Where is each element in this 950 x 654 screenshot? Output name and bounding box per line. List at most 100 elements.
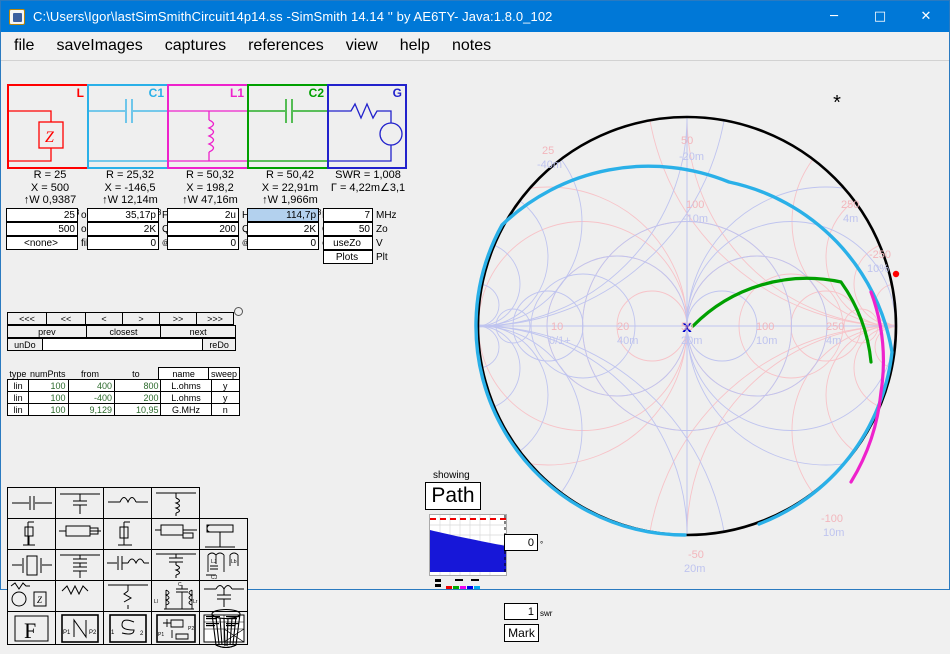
load-r-input[interactable]: 25: [6, 208, 78, 222]
table-row[interactable]: lin 100 -400 200 L.ohms y: [7, 391, 241, 404]
menu-item-file[interactable]: file: [14, 37, 35, 54]
redo-button[interactable]: reDo: [202, 338, 236, 351]
g-label-4m: 4m: [826, 335, 841, 347]
generator-mhz-unit: MHz: [376, 209, 397, 221]
load-point: [892, 270, 900, 278]
palette-series-resistor[interactable]: [55, 580, 104, 612]
palette-series-transmission-line-2[interactable]: [151, 518, 200, 550]
l1-h-input[interactable]: 2u: [167, 208, 239, 222]
l1-q-input[interactable]: 200: [167, 222, 239, 236]
palette-shunt-stub-alt[interactable]: [103, 518, 152, 550]
menu-item-view[interactable]: view: [345, 37, 378, 54]
r-label-250: 250: [826, 321, 844, 333]
mark-button[interactable]: Mark: [504, 624, 539, 642]
nav-fwd-fast-button[interactable]: >>: [159, 312, 197, 325]
sweep-flag-2[interactable]: n: [210, 403, 241, 416]
undo-button[interactable]: unDo: [7, 338, 43, 351]
load-x-input[interactable]: 500: [6, 222, 78, 236]
generator-plt-unit: Plt: [376, 251, 388, 263]
usezo-button[interactable]: useZo: [323, 236, 373, 250]
circuit-block-c2[interactable]: C2: [247, 84, 329, 169]
path-button[interactable]: Path: [425, 482, 481, 510]
palette-row-4: Z C Ll Lr: [7, 580, 248, 612]
circuit-strip: L Z C1: [7, 84, 407, 169]
nav-closest-button[interactable]: closest: [85, 325, 162, 338]
palette-F-block[interactable]: F: [7, 611, 56, 645]
palette-shunt-inductor[interactable]: [151, 487, 200, 519]
sweep-name-2[interactable]: G.MHz: [160, 403, 212, 416]
palette-coax-line[interactable]: [199, 518, 248, 550]
table-row[interactable]: lin 100 9,129 10,95 G.MHz n: [7, 403, 241, 416]
close-button[interactable]: ✕: [920, 9, 932, 24]
smith-outer-circle: [476, 115, 898, 537]
nav-back-fast-button[interactable]: <<: [46, 312, 86, 325]
palette-series-transmission-line[interactable]: [55, 518, 104, 550]
mark-angle-field[interactable]: 0: [504, 534, 538, 551]
palette-tank-c-ll-lr[interactable]: C Ll Lr: [151, 580, 200, 612]
sweep-numpnts-2[interactable]: 100: [28, 403, 69, 416]
c1-atmhz-input[interactable]: 0: [87, 236, 159, 250]
mini-plot[interactable]: [429, 514, 507, 576]
load-file-input[interactable]: <none>: [6, 236, 78, 250]
palette-shunt-lc[interactable]: [151, 549, 200, 581]
sweep-table-header: type numPnts from to name sweep: [7, 367, 240, 380]
nav-prev-button[interactable]: prev: [7, 325, 87, 338]
nav-next-button[interactable]: next: [160, 325, 236, 338]
c2-f-input[interactable]: 114,7p: [247, 208, 319, 222]
c2-q-input[interactable]: 2K: [247, 222, 319, 236]
minimize-button[interactable]: ─: [830, 9, 838, 24]
palette-network-block[interactable]: P1 P2: [151, 611, 200, 645]
palette-transformer-LaLb[interactable]: LJ Lb CJ: [199, 549, 248, 581]
generator-mhz-input[interactable]: 7: [323, 208, 373, 222]
palette-series-lc[interactable]: [103, 549, 152, 581]
sweep-type-2[interactable]: lin: [7, 403, 30, 416]
c2-atmhz-input[interactable]: 0: [247, 236, 319, 250]
nav-entry-field[interactable]: [41, 338, 204, 351]
menu-item-references[interactable]: references: [248, 37, 324, 54]
trash-icon[interactable]: [206, 607, 246, 649]
sweep-from-2[interactable]: 9,129: [67, 403, 115, 416]
g-label-20m: 20m: [681, 335, 702, 347]
nav-last-button[interactable]: >>>: [196, 312, 234, 325]
c1-q-input[interactable]: 2K: [87, 222, 159, 236]
menu-item-help[interactable]: help: [399, 37, 430, 54]
smith-chart[interactable]: x * 10 20 50 25 50 -50 100 100 -100 250 …: [431, 62, 949, 589]
mark-swr-field[interactable]: 1: [504, 603, 538, 620]
menu-item-notes[interactable]: notes: [451, 37, 492, 54]
circuit-block-c1[interactable]: C1: [87, 84, 169, 169]
palette-N-block[interactable]: P1 P2: [55, 611, 104, 645]
menu-item-saveimages[interactable]: saveImages: [56, 37, 143, 54]
load-value-panel: 25ohms 500ohms <none>file: [6, 208, 105, 250]
nav-first-button[interactable]: <<<: [7, 312, 47, 325]
menu-item-captures[interactable]: captures: [164, 37, 227, 54]
resize-grabber-icon[interactable]: [234, 307, 243, 316]
nav-back-button[interactable]: <: [85, 312, 123, 325]
palette-shunt-resistor[interactable]: [103, 580, 152, 612]
table-row[interactable]: lin 100 400 800 L.ohms y: [7, 379, 241, 392]
circuit-block-l1[interactable]: L1: [167, 84, 249, 169]
l1-atmhz-input[interactable]: 0: [167, 236, 239, 250]
palette-row-3: LJ Lb CJ: [7, 549, 248, 581]
palette-series-capacitor[interactable]: [7, 487, 56, 519]
l1-trace: [849, 290, 885, 484]
svg-text:Z: Z: [37, 595, 43, 605]
r-label-10: 10: [551, 321, 563, 333]
c1-f-input[interactable]: 35,17p: [87, 208, 159, 222]
plots-button[interactable]: Plots: [323, 250, 373, 264]
palette-generator-z[interactable]: Z: [7, 580, 56, 612]
palette-crystal[interactable]: [7, 549, 56, 581]
nav-fwd-button[interactable]: >: [122, 312, 160, 325]
maximize-button[interactable]: □: [873, 9, 887, 24]
circuit-block-generator[interactable]: G: [327, 84, 407, 169]
palette-series-inductor[interactable]: [103, 487, 152, 519]
sweep-to-2[interactable]: 10,95: [113, 403, 162, 416]
palette-S-block[interactable]: 1 2: [103, 611, 152, 645]
palette-shunt-capacitor[interactable]: [55, 487, 104, 519]
smith-grid: [478, 117, 896, 535]
sweep-header-numpnts: numPnts: [27, 367, 68, 380]
circuit-block-load[interactable]: L Z: [7, 84, 87, 169]
menu-bar: file saveImages captures references view…: [1, 32, 949, 61]
palette-shunt-series-cap[interactable]: [55, 549, 104, 581]
generator-zo-input[interactable]: 50: [323, 222, 373, 236]
palette-shunt-stub[interactable]: [7, 518, 56, 550]
